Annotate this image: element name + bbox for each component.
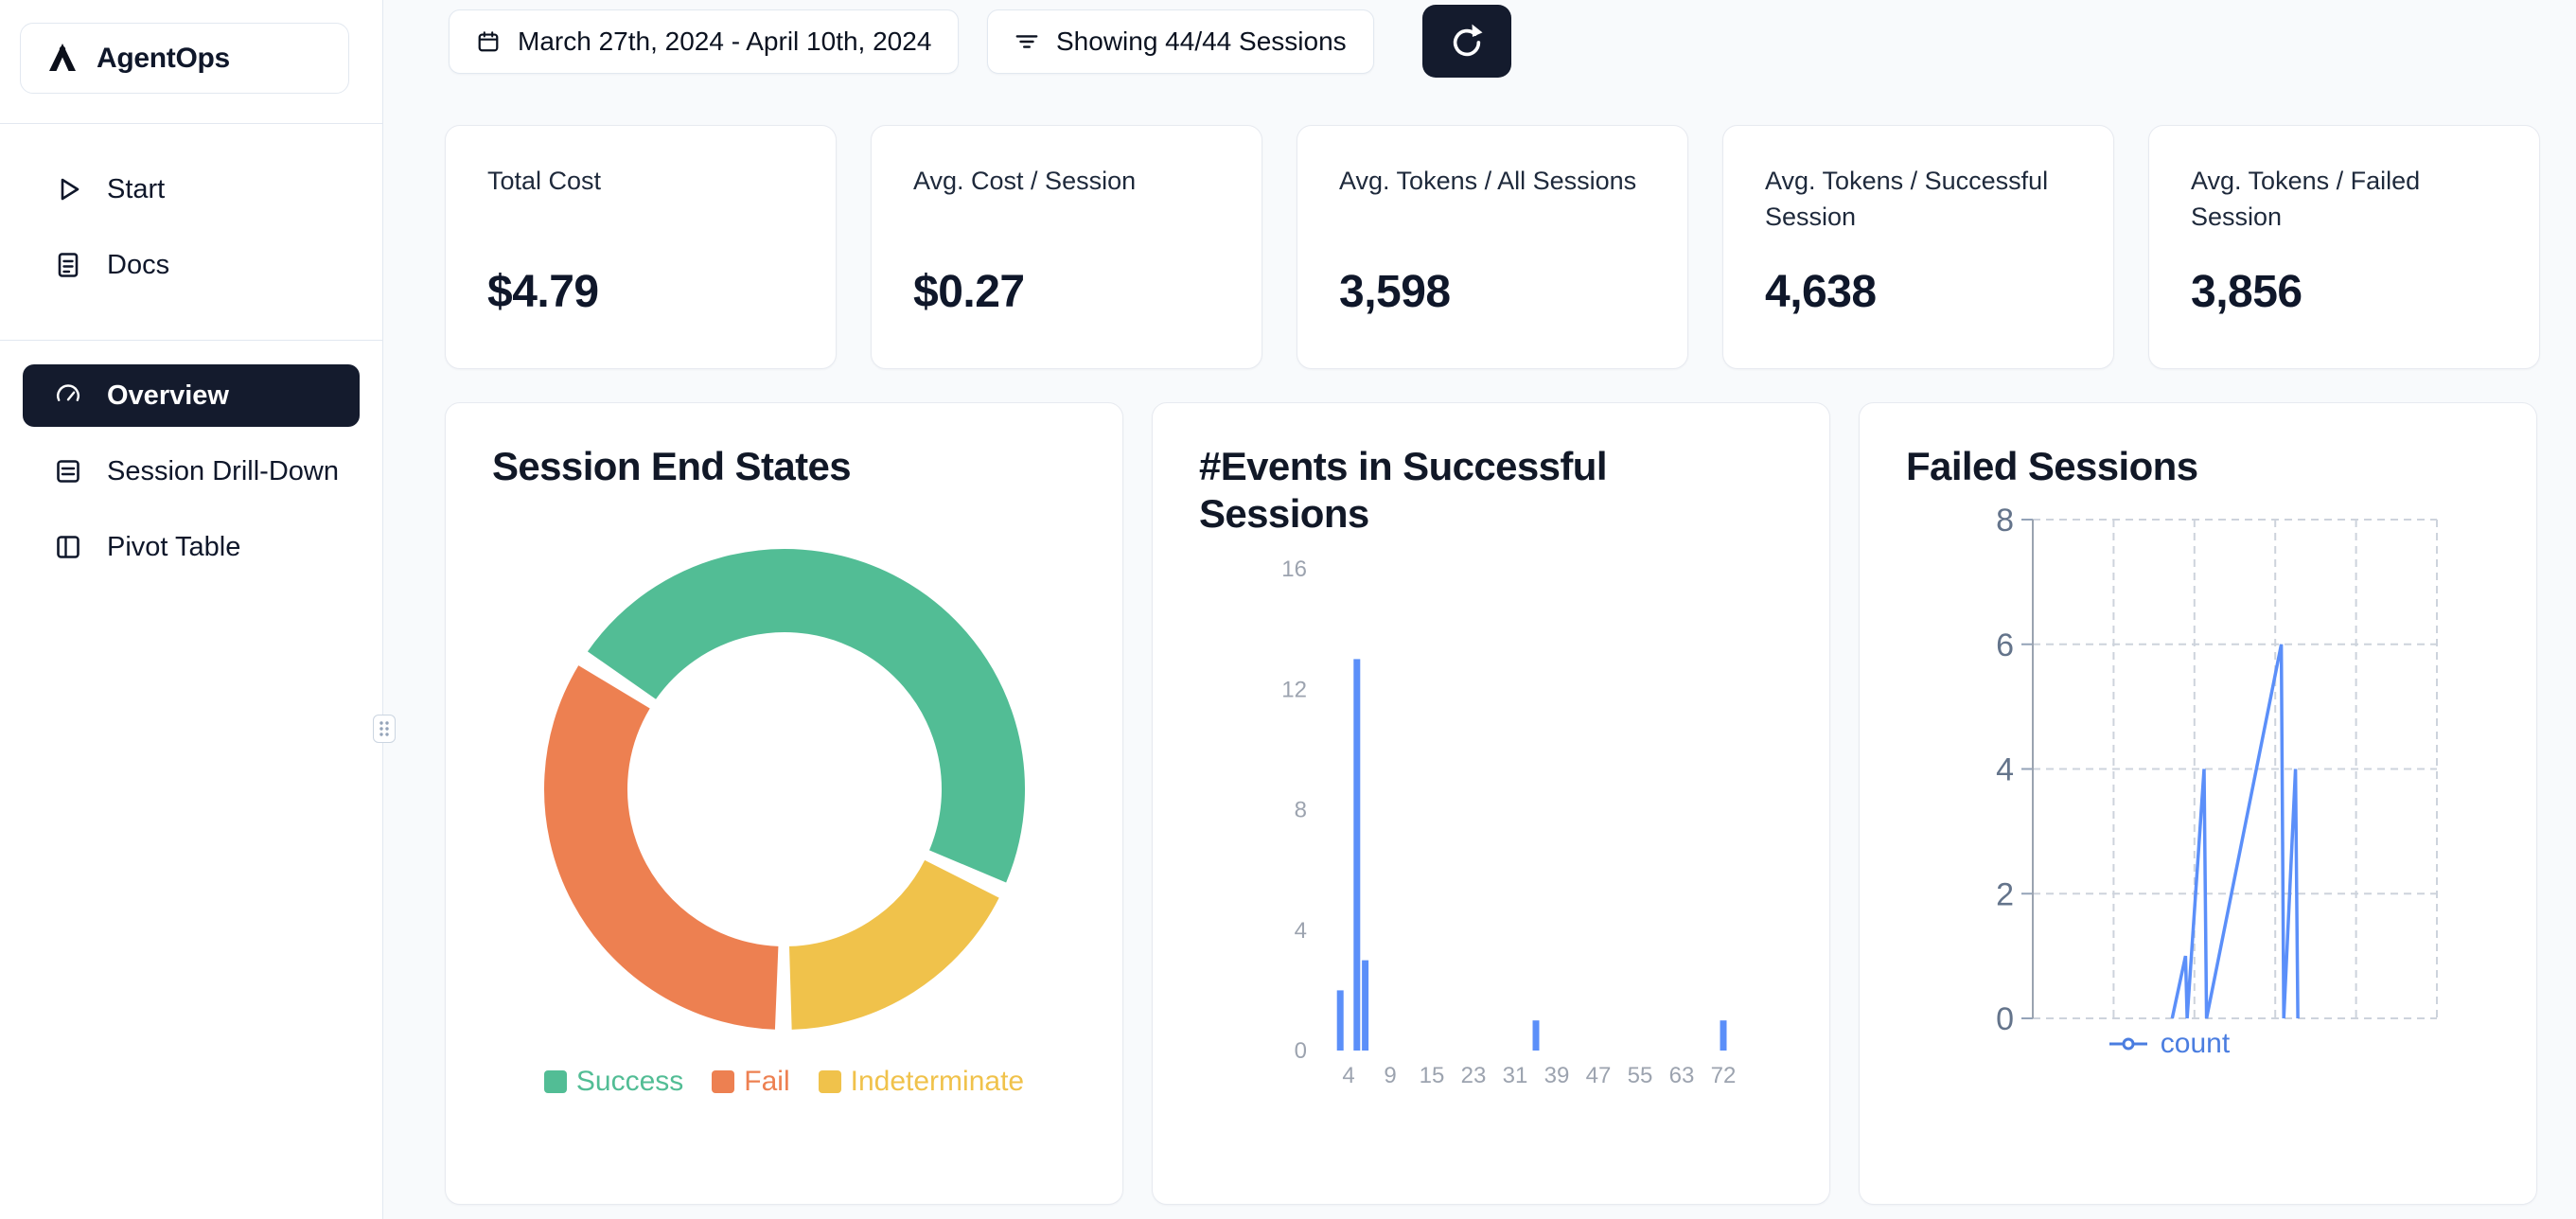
legend-label: Success — [575, 1065, 684, 1097]
svg-text:0: 0 — [1996, 1001, 2014, 1037]
calendar-icon — [478, 31, 499, 52]
gauge-icon — [57, 384, 79, 401]
stat-label: Total Cost — [487, 167, 602, 195]
stat-value: 4,638 — [1765, 267, 1877, 317]
line-series-marker-icon — [2108, 1037, 2147, 1051]
legend-label: Fail — [744, 1065, 790, 1097]
sidebar-item-label: Pivot Table — [107, 531, 241, 562]
session-end-states-card: Session End States Success Fail Indeterm… — [445, 402, 1123, 1205]
stat-label: Avg. Tokens / Successful Session — [1765, 167, 2049, 231]
date-range-button[interactable]: March 27th, 2024 - April 10th, 2024 — [449, 9, 960, 74]
svg-text:4: 4 — [1996, 751, 2014, 787]
svg-text:16: 16 — [1281, 556, 1307, 582]
stat-label: Avg. Cost / Session — [913, 167, 1137, 195]
svg-text:0: 0 — [1295, 1038, 1307, 1064]
legend-label: Indeterminate — [850, 1065, 1025, 1097]
svg-text:12: 12 — [1281, 677, 1307, 702]
sidebar: AgentOps Start Docs Overview — [0, 0, 383, 1219]
legend-item-fail[interactable]: Fail — [712, 1065, 790, 1098]
svg-text:39: 39 — [1544, 1063, 1570, 1088]
sidebar-item-label: Docs — [107, 249, 170, 280]
sidebar-item-label: Overview — [107, 380, 229, 411]
grip-dots-icon — [379, 721, 389, 736]
agentops-logo-icon — [49, 43, 76, 71]
svg-text:8: 8 — [1295, 798, 1307, 823]
svg-text:4: 4 — [1342, 1063, 1354, 1088]
svg-text:55: 55 — [1628, 1063, 1653, 1088]
sidebar-item-pivot-table[interactable]: Pivot Table — [23, 516, 360, 578]
svg-text:6: 6 — [1996, 627, 2014, 662]
stat-card-avg-tokens-successful: Avg. Tokens / Successful Session 4,638 — [1722, 125, 2114, 369]
stat-card-avg-tokens-failed: Avg. Tokens / Failed Session 3,856 — [2148, 125, 2540, 369]
session-end-states-donut-chart — [543, 548, 1025, 1030]
sidebar-item-session-drilldown[interactable]: Session Drill-Down — [23, 440, 360, 503]
events-in-successful-sessions-card: #Events in Successful Sessions 0 4 8 12 16 4 9… — [1152, 402, 1830, 1205]
sessions-filter-button[interactable]: Showing 44/44 Sessions — [987, 9, 1374, 74]
stat-value: $0.27 — [913, 267, 1025, 317]
chart-title: Session End States — [492, 444, 852, 488]
stat-value: $4.79 — [487, 267, 599, 317]
svg-text:2: 2 — [1996, 876, 2014, 912]
legend-label: count — [2160, 1028, 2231, 1059]
sidebar-top-nav: Start Docs — [0, 151, 382, 303]
stat-value: 3,598 — [1339, 267, 1451, 317]
filter-icon — [1015, 35, 1038, 48]
stat-label: Avg. Tokens / All Sessions — [1339, 167, 1637, 195]
svg-text:9: 9 — [1384, 1063, 1396, 1088]
svg-text:63: 63 — [1669, 1063, 1695, 1088]
failed-sessions-card: Failed Sessions 0 2 4 6 8 count — [1859, 402, 2537, 1205]
failed-sessions-line-chart: 0 2 4 6 8 — [1996, 503, 2438, 1037]
play-icon — [61, 178, 79, 201]
sidebar-item-overview[interactable]: Overview — [23, 364, 360, 427]
stat-label: Avg. Tokens / Failed Session — [2191, 167, 2421, 231]
donut-legend: Success Fail Indeterminate — [492, 1066, 1076, 1098]
sidebar-item-start[interactable]: Start — [23, 151, 360, 227]
chart-title: Failed Sessions — [1906, 444, 2198, 488]
app-title: AgentOps — [97, 42, 230, 74]
legend-swatch — [543, 1069, 567, 1093]
sidebar-divider — [0, 123, 382, 124]
svg-text:23: 23 — [1461, 1063, 1487, 1088]
main-content: March 27th, 2024 - April 10th, 2024 Show… — [384, 0, 2576, 1219]
stat-card-avg-cost: Avg. Cost / Session $0.27 — [871, 125, 1262, 369]
legend-item-success[interactable]: Success — [543, 1065, 684, 1098]
svg-text:8: 8 — [1996, 503, 2014, 539]
stat-card-total-cost: Total Cost $4.79 — [445, 125, 837, 369]
sidebar-main-nav: Overview Session Drill-Down Pivot Table — [0, 364, 382, 592]
svg-text:15: 15 — [1420, 1063, 1445, 1088]
stats-row: Total Cost $4.79 Avg. Cost / Session $0.… — [445, 125, 2540, 369]
sidebar-divider — [0, 340, 382, 341]
svg-text:47: 47 — [1586, 1063, 1612, 1088]
chart-title: #Events in Successful Sessions — [1199, 444, 1608, 536]
sidebar-item-docs[interactable]: Docs — [23, 227, 360, 303]
sessions-filter-label: Showing 44/44 Sessions — [1056, 26, 1347, 56]
date-range-label: March 27th, 2024 - April 10th, 2024 — [518, 26, 932, 56]
events-bar-chart: 0 4 8 12 16 4 9 15 23 31 39 47 55 63 72 — [1281, 556, 1737, 1088]
docs-icon — [58, 253, 79, 277]
svg-text:72: 72 — [1711, 1063, 1737, 1088]
legend-item-indeterminate[interactable]: Indeterminate — [818, 1065, 1025, 1098]
legend-swatch — [712, 1069, 735, 1093]
drilldown-icon — [57, 460, 79, 483]
svg-text:31: 31 — [1503, 1063, 1528, 1088]
stat-value: 3,856 — [2191, 267, 2303, 317]
legend-swatch — [818, 1069, 841, 1093]
pivot-table-icon — [57, 536, 79, 558]
sidebar-item-label: Session Drill-Down — [107, 455, 339, 486]
refresh-button[interactable] — [1422, 5, 1511, 78]
line-chart-legend[interactable]: count — [1860, 1028, 2478, 1060]
logo[interactable]: AgentOps — [20, 23, 349, 94]
refresh-icon — [1453, 24, 1483, 56]
stat-card-avg-tokens-all: Avg. Tokens / All Sessions 3,598 — [1297, 125, 1688, 369]
sidebar-resize-grip[interactable] — [373, 715, 396, 743]
svg-text:4: 4 — [1295, 918, 1307, 944]
sidebar-item-label: Start — [107, 173, 166, 204]
